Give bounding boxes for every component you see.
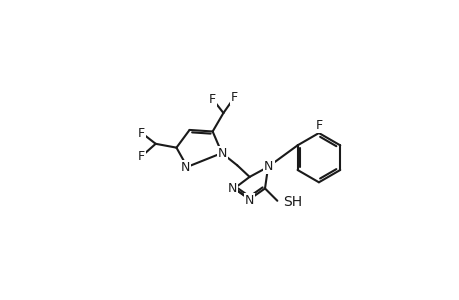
- Text: N: N: [263, 160, 273, 172]
- Text: F: F: [138, 127, 145, 140]
- Text: N: N: [244, 194, 254, 207]
- Text: F: F: [315, 119, 322, 132]
- Text: F: F: [209, 93, 216, 106]
- Text: N: N: [181, 161, 190, 174]
- Text: SH: SH: [283, 195, 302, 208]
- Text: N: N: [228, 182, 237, 195]
- Text: F: F: [230, 91, 237, 104]
- Text: N: N: [218, 146, 227, 160]
- Text: F: F: [138, 150, 145, 163]
